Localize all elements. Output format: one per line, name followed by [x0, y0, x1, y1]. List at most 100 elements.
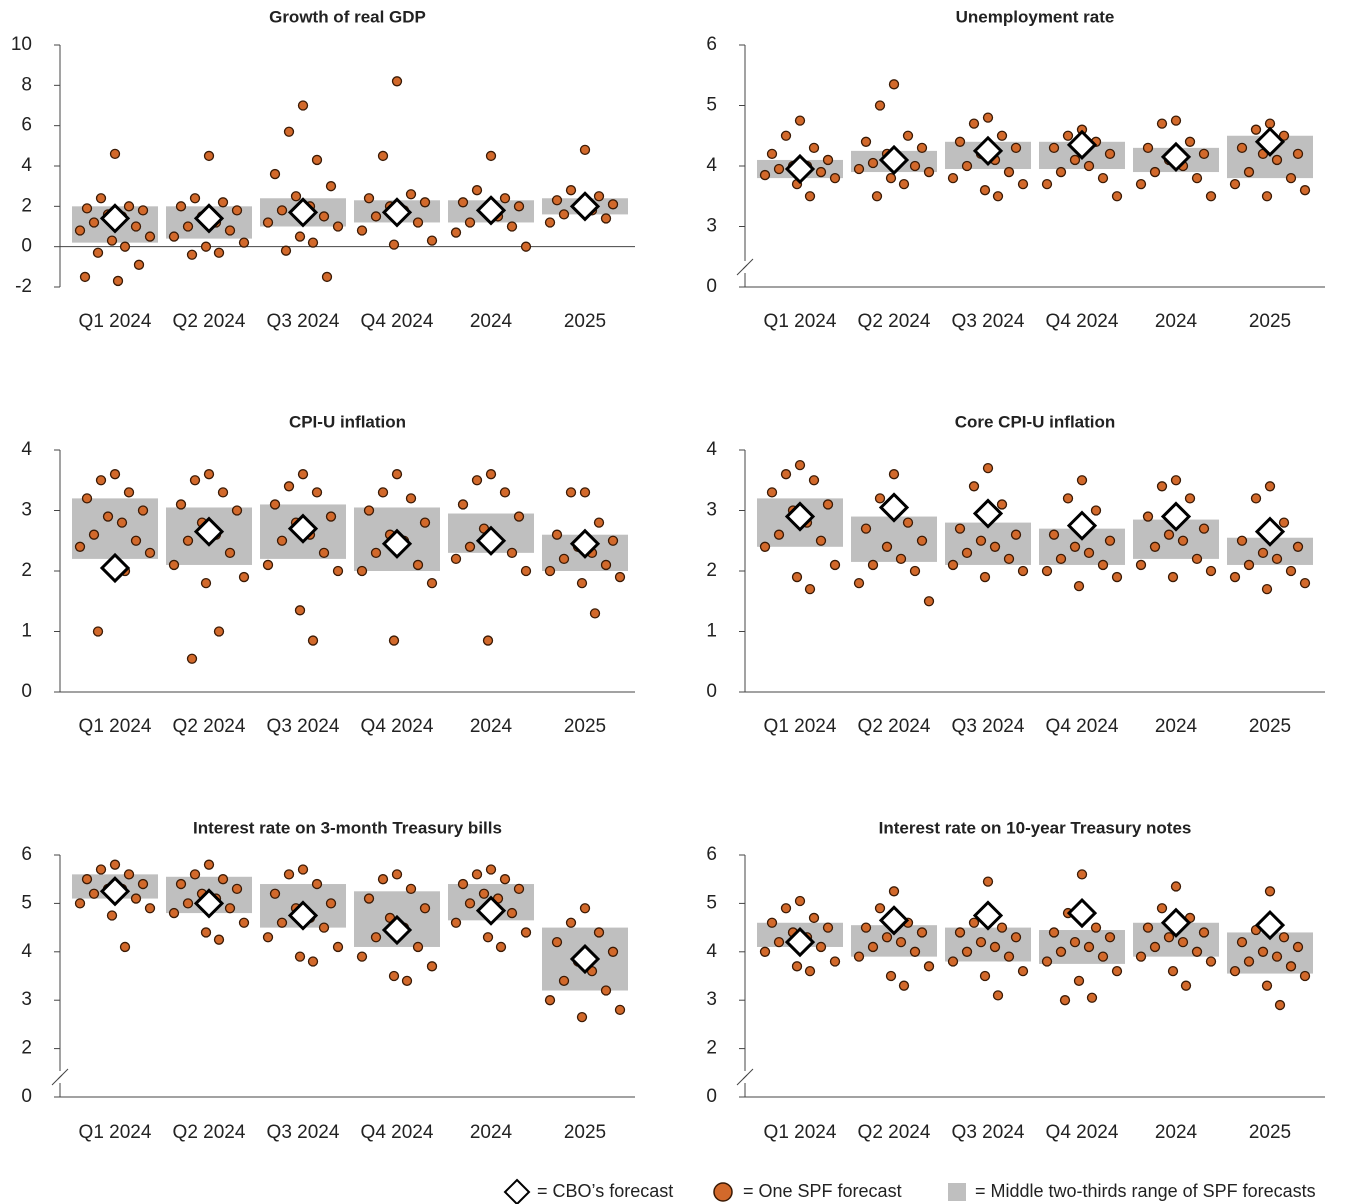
x-tick-label: Q1 2024: [764, 311, 837, 332]
spf-dot: [1048, 142, 1060, 154]
spf-dot: [804, 584, 816, 595]
spf-dot: [478, 888, 490, 899]
spf-dot: [238, 917, 250, 928]
cbo-diamond: [193, 516, 225, 547]
spf-dot: [815, 166, 827, 178]
spf-dot: [1073, 975, 1085, 986]
spf-dot: [325, 181, 337, 192]
spf-dot: [200, 577, 212, 589]
spf-dot: [106, 910, 118, 921]
y-tick-label: 0: [21, 1086, 32, 1107]
spf-dot: [1083, 547, 1095, 558]
spf-dot: [614, 1004, 626, 1016]
spf-dot: [1292, 541, 1304, 552]
spf-dot: [499, 193, 511, 204]
spf-dot: [1292, 941, 1304, 953]
spf-dot: [217, 874, 229, 885]
spf-dot: [388, 970, 400, 982]
spf-dot: [123, 487, 135, 498]
cbo-diamond: [784, 926, 816, 958]
spf-dot: [95, 475, 107, 486]
spf-dot: [297, 100, 309, 111]
spf-dot: [759, 946, 771, 957]
spf-dot: [189, 869, 201, 880]
spf-dot: [989, 541, 1001, 552]
spf-dot: [576, 577, 588, 589]
spf-dot: [1163, 529, 1175, 540]
spf-dot: [130, 535, 142, 546]
spf-dot: [1156, 481, 1168, 492]
panel: Core CPI-U inflation 0 1 2 3 4 Q1 2024 Q2 2024 Q…: [706, 412, 1325, 737]
spf-dot: [377, 874, 389, 885]
cbo-diamond: [475, 195, 507, 226]
x-tick-label: Q4 2024: [1046, 311, 1119, 332]
spf-dot: [74, 541, 86, 552]
spf-dot: [808, 142, 820, 154]
spf-dot: [419, 903, 431, 914]
spf-dot: [1003, 166, 1015, 178]
spf-dot: [109, 469, 121, 480]
spf-dot: [294, 605, 306, 616]
spf-dot: [902, 517, 914, 528]
spf-dot: [996, 499, 1008, 510]
spf-dot: [982, 462, 994, 474]
spf-dot: [982, 876, 994, 887]
spf-dot: [1104, 148, 1116, 160]
spf-dot: [909, 565, 921, 577]
spf-dot: [773, 529, 785, 540]
spf-dot: [1250, 124, 1262, 135]
spf-dot: [989, 941, 1001, 953]
spf-dot: [1097, 172, 1109, 184]
cbo-diamond: [972, 498, 1004, 529]
spf-dot: [1191, 172, 1203, 184]
spf-dot: [471, 869, 483, 880]
spf-dot: [579, 144, 591, 156]
spf-dot: [947, 956, 959, 967]
spf-dot: [829, 559, 841, 571]
spf-dot: [544, 995, 556, 1006]
spf-dot: [996, 922, 1008, 933]
spf-dot: [401, 975, 413, 986]
cbo-diamond: [475, 895, 507, 926]
y-tick-label: 6: [706, 34, 717, 55]
spf-dot: [513, 201, 525, 212]
spf-dot: [363, 893, 375, 904]
spf-dot: [325, 898, 337, 909]
spf-dot: [881, 932, 893, 943]
spf-dot: [175, 201, 187, 212]
spf-dot: [109, 859, 121, 870]
cbo-diamond: [784, 153, 816, 185]
spf-dot: [499, 487, 511, 498]
spf-dot: [1184, 493, 1196, 504]
spf-dot: [829, 956, 841, 967]
spf-dot: [1170, 115, 1182, 126]
spf-dot: [961, 547, 973, 558]
spf-dot: [217, 487, 229, 498]
spf-dot: [1076, 475, 1088, 486]
cbo-diamond: [972, 900, 1004, 931]
spf-dot: [992, 191, 1004, 202]
spf-dot: [1010, 142, 1022, 154]
spf-dot: [224, 225, 236, 236]
spf-dot: [1090, 505, 1102, 516]
spf-dot: [405, 189, 417, 200]
spf-dot: [370, 211, 382, 222]
spf-dot: [804, 966, 816, 977]
spf-dot: [332, 221, 344, 232]
x-tick-label: Q3 2024: [952, 1122, 1025, 1143]
spf-dot: [909, 946, 921, 957]
legend-range-symbol: [948, 1183, 966, 1201]
spf-dot: [600, 213, 612, 224]
spf-dot: [457, 878, 469, 890]
spf-dot: [168, 559, 180, 571]
spf-dot: [916, 142, 928, 154]
spf-dot: [332, 941, 344, 953]
cbo-diamond: [475, 525, 507, 556]
cbo-diamond: [569, 943, 601, 975]
spf-dot: [1205, 956, 1217, 967]
x-tick-label: Q4 2024: [361, 716, 434, 737]
spf-dot: [506, 547, 518, 558]
spf-dot: [189, 193, 201, 204]
spf-dot: [412, 217, 424, 228]
